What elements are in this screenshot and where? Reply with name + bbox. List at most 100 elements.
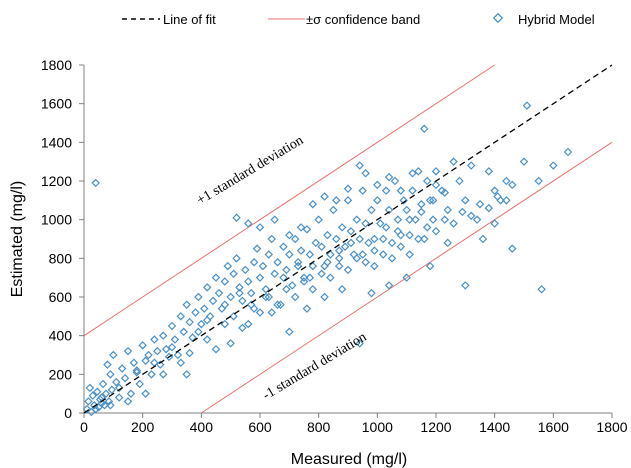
data-point — [273, 300, 282, 309]
lower-band-annotation: -1 standard deviation — [260, 330, 369, 404]
data-point — [208, 296, 218, 306]
data-point — [226, 292, 235, 302]
data-point — [393, 215, 403, 224]
data-point — [320, 261, 329, 271]
data-point — [337, 223, 347, 232]
x-tick-label: 400 — [190, 419, 214, 435]
data-point — [282, 265, 291, 275]
data-point — [361, 257, 370, 267]
data-point — [138, 341, 147, 350]
data-point — [170, 335, 180, 344]
data-point — [214, 288, 224, 298]
data-point — [244, 319, 253, 329]
data-point — [458, 207, 467, 217]
data-point — [323, 230, 332, 240]
data-point — [261, 292, 271, 302]
data-point — [440, 188, 450, 197]
x-tick-label: 1400 — [479, 419, 510, 435]
data-point — [425, 196, 435, 205]
data-point — [191, 308, 200, 317]
data-point — [220, 319, 230, 329]
data-point — [205, 312, 215, 321]
data-point — [279, 242, 288, 251]
data-point — [147, 370, 156, 379]
y-tick-label: 1400 — [41, 134, 72, 150]
data-point — [126, 389, 136, 398]
data-point — [428, 196, 438, 205]
data-point — [502, 196, 511, 205]
plot-area: 0 200 400 600 800 1000 1200 1400 1600 1800 0 200 400… — [41, 57, 628, 435]
data-point — [200, 304, 209, 313]
data-point — [194, 292, 203, 302]
data-point — [197, 319, 206, 329]
y-tick-label: 400 — [49, 328, 73, 344]
data-point — [378, 234, 388, 244]
data-point — [232, 254, 241, 263]
data-point — [158, 370, 168, 379]
data-point — [258, 261, 268, 271]
data-point — [244, 277, 253, 286]
data-point — [104, 397, 114, 406]
legend-scatter-label: Hybrid Model — [518, 12, 595, 27]
x-tick-label: 0 — [80, 419, 88, 435]
data-point — [173, 350, 183, 360]
data-point — [493, 192, 502, 201]
data-point — [132, 366, 142, 375]
data-point — [84, 397, 93, 406]
data-point — [408, 169, 417, 178]
data-point — [314, 215, 323, 224]
data-point — [475, 199, 485, 209]
data-point — [285, 327, 294, 337]
data-point — [490, 186, 499, 195]
data-point — [179, 327, 188, 337]
data-point — [355, 161, 364, 170]
data-point — [414, 234, 423, 244]
data-point — [358, 250, 367, 259]
legend-fit-label: Line of fit — [163, 12, 216, 27]
data-point — [428, 215, 438, 224]
data-point — [261, 285, 271, 294]
data-point — [220, 300, 230, 309]
data-point — [288, 281, 297, 290]
y-tick-label: 1000 — [41, 212, 72, 228]
data-point — [373, 196, 382, 205]
data-point — [176, 312, 186, 321]
data-point — [185, 348, 194, 358]
data-point — [396, 242, 406, 251]
data-point — [329, 205, 338, 215]
x-tick-label: 600 — [248, 419, 272, 435]
data-point — [109, 350, 118, 360]
data-point — [106, 401, 115, 410]
data-point — [285, 230, 294, 240]
data-point — [182, 370, 191, 379]
data-point — [161, 344, 171, 354]
data-point — [249, 257, 259, 267]
data-point — [355, 339, 364, 348]
data-point — [217, 304, 227, 313]
data-point — [326, 250, 335, 259]
data-point — [182, 300, 191, 309]
data-point — [466, 161, 476, 170]
data-point — [508, 180, 517, 190]
data-point — [343, 184, 353, 193]
data-point — [431, 227, 441, 236]
data-point — [537, 285, 546, 294]
data-point — [308, 285, 318, 294]
data-point — [387, 254, 397, 263]
data-point — [472, 215, 482, 224]
data-point — [293, 257, 303, 267]
data-point — [88, 391, 98, 400]
data-point — [461, 281, 470, 290]
data-point — [95, 395, 105, 404]
data-point — [235, 288, 244, 298]
data-point — [508, 244, 517, 253]
data-point — [112, 377, 121, 387]
data-point — [129, 358, 139, 367]
data-point — [276, 300, 285, 309]
data-point — [153, 346, 162, 356]
data-point — [425, 261, 435, 271]
data-point — [202, 283, 212, 292]
data-point — [334, 246, 344, 255]
data-point — [361, 169, 370, 178]
data-point — [323, 257, 332, 267]
